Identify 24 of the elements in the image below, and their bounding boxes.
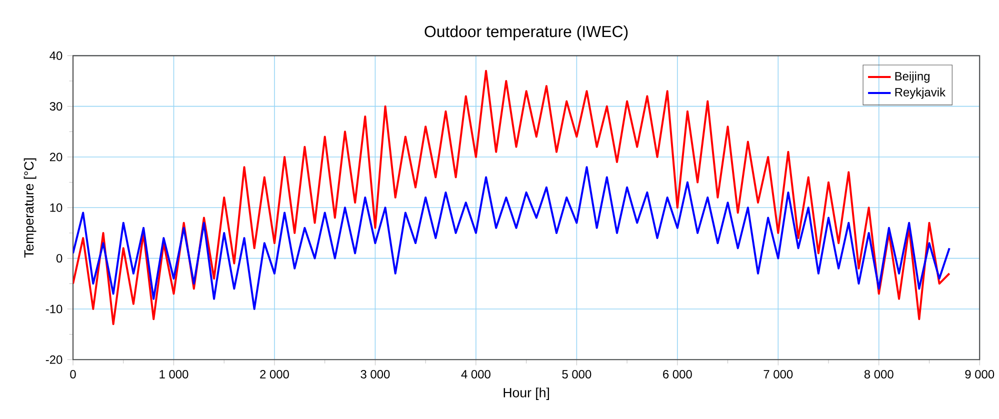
x-tick-label: 9 000 [965,370,994,379]
chart-title: Outdoor temperature (IWEC) [424,26,628,41]
y-tick-label: -10 [46,304,62,314]
y-tick-label: 10 [50,204,62,212]
x-tick-label: 6 000 [663,370,692,379]
line-series [73,166,950,310]
x-tick-label: 7 000 [764,370,793,379]
x-tick-label: 2 000 [260,370,289,379]
line-series [73,70,950,326]
x-tick-label: 8 000 [864,370,894,379]
y-tick-label: 40 [50,52,62,60]
legend-label: Beijing [895,72,930,83]
y-tick-label: 20 [50,152,62,162]
x-tick-label: 3 000 [360,370,390,379]
x-tick-label: 4 000 [461,370,490,379]
x-axis-title: Hour [h] [504,388,549,400]
legend-label: Reykjavik [895,88,946,99]
x-tick-label: 5 000 [562,370,592,379]
y-tick-label: 30 [50,102,62,111]
x-tick-label: 1 000 [160,370,188,379]
y-tick-label: 0 [56,254,62,263]
y-axis-title: Temperature [°C] [24,158,36,258]
y-tick-label: -20 [46,356,62,364]
x-tick-label: 0 [70,370,76,379]
